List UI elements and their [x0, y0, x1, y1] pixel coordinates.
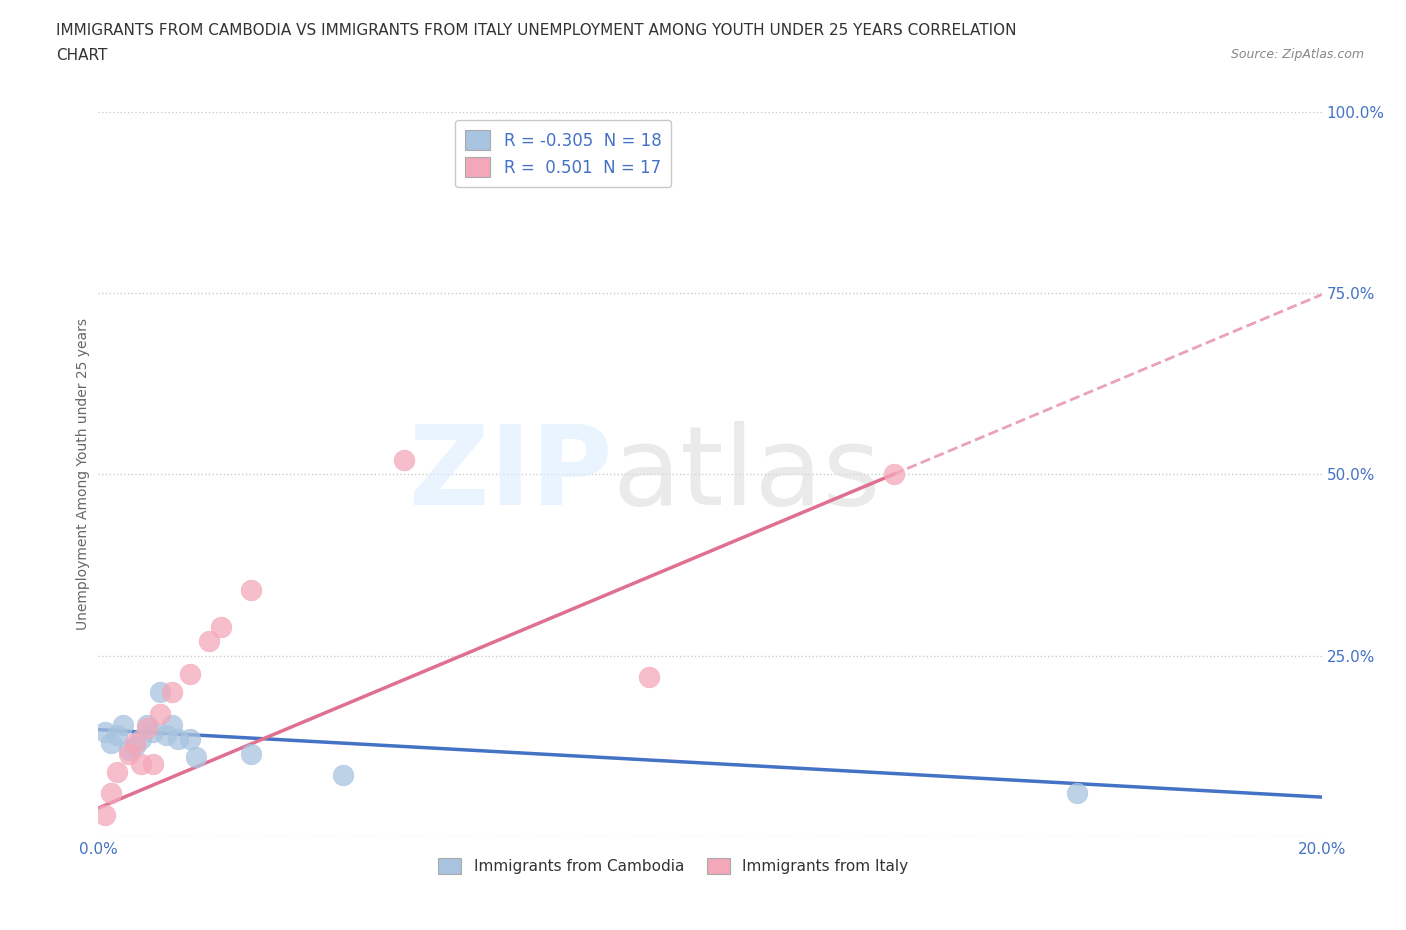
Text: CHART: CHART: [56, 48, 108, 63]
Text: Source: ZipAtlas.com: Source: ZipAtlas.com: [1230, 48, 1364, 61]
Point: [118, 742, 141, 757]
Point: [392, 452, 416, 467]
Point: [332, 768, 354, 783]
Point: [186, 750, 208, 764]
Point: [111, 717, 134, 732]
Point: [142, 757, 165, 772]
Text: IMMIGRANTS FROM CAMBODIA VS IMMIGRANTS FROM ITALY UNEMPLOYMENT AMONG YOUTH UNDER: IMMIGRANTS FROM CAMBODIA VS IMMIGRANTS F…: [56, 23, 1017, 38]
Point: [129, 732, 152, 747]
Point: [105, 764, 128, 779]
Point: [142, 724, 165, 739]
Point: [179, 732, 201, 747]
Point: [100, 736, 122, 751]
Text: ZIP: ZIP: [409, 420, 612, 528]
Point: [637, 670, 661, 684]
Point: [136, 717, 159, 732]
Point: [167, 732, 190, 747]
Point: [197, 633, 219, 648]
Point: [105, 728, 128, 743]
Point: [1066, 786, 1088, 801]
Point: [100, 786, 122, 801]
Point: [883, 467, 905, 482]
Point: [149, 684, 172, 699]
Text: atlas: atlas: [612, 420, 880, 528]
Legend: Immigrants from Cambodia, Immigrants from Italy: Immigrants from Cambodia, Immigrants fro…: [433, 852, 914, 880]
Point: [240, 746, 263, 761]
Point: [155, 728, 177, 743]
Point: [179, 666, 201, 681]
Point: [93, 808, 115, 823]
Point: [160, 684, 183, 699]
Point: [136, 721, 159, 736]
Point: [124, 736, 146, 751]
Point: [93, 724, 115, 739]
Point: [124, 738, 146, 753]
Y-axis label: Unemployment Among Youth under 25 years: Unemployment Among Youth under 25 years: [76, 318, 90, 631]
Point: [160, 717, 183, 732]
Point: [129, 757, 152, 772]
Point: [209, 619, 232, 634]
Point: [240, 583, 263, 598]
Point: [149, 706, 172, 721]
Point: [118, 746, 141, 761]
